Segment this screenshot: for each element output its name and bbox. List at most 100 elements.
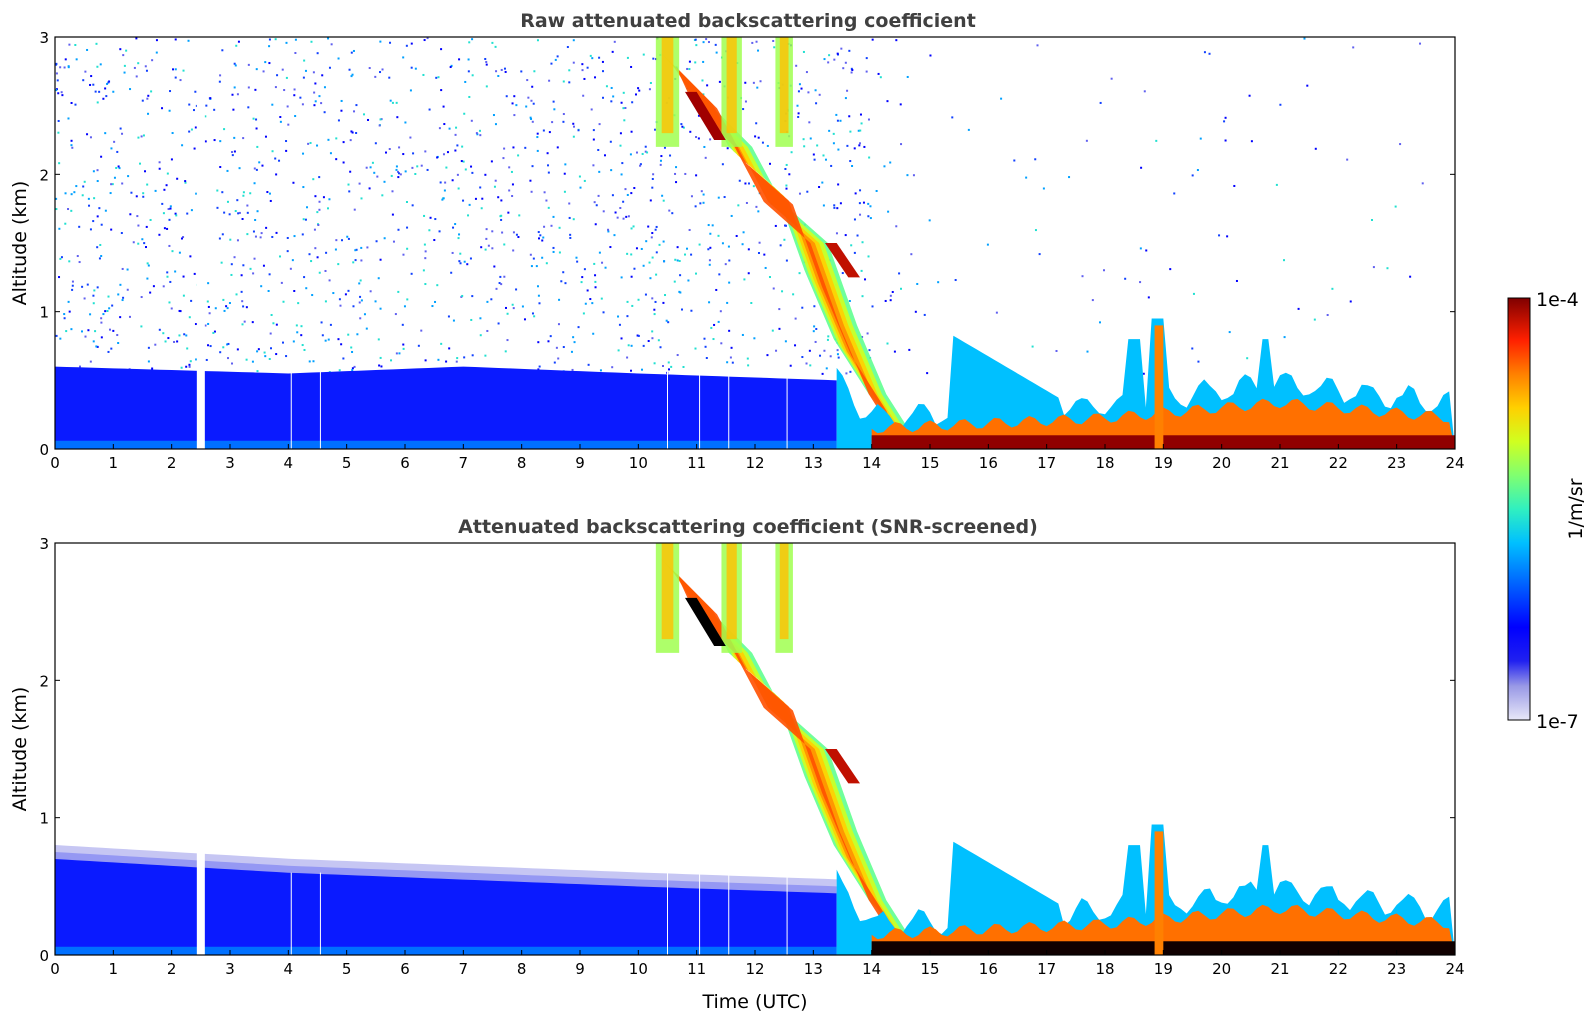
noise-speckle xyxy=(833,206,836,209)
noise-speckle xyxy=(168,109,171,112)
noise-speckle xyxy=(420,164,423,167)
noise-speckle xyxy=(702,193,705,196)
noise-speckle xyxy=(389,41,392,44)
noise-speckle xyxy=(391,213,394,216)
noise-speckle xyxy=(388,148,391,151)
noise-speckle xyxy=(112,329,115,332)
noise-speckle xyxy=(233,150,236,153)
noise-speckle xyxy=(226,200,229,203)
noise-speckle xyxy=(478,129,481,132)
noise-speckle xyxy=(626,252,629,255)
noise-speckle xyxy=(350,346,353,349)
noise-speckle xyxy=(675,166,678,169)
noise-speckle xyxy=(366,246,369,249)
noise-speckle xyxy=(64,222,67,225)
noise-speckle xyxy=(242,137,245,140)
noise-speckle xyxy=(850,67,853,70)
x-tick-label: 0 xyxy=(50,960,60,978)
noise-speckle xyxy=(254,235,257,238)
noise-speckle xyxy=(140,135,143,138)
noise-speckle xyxy=(1386,267,1389,270)
noise-speckle xyxy=(798,83,801,86)
noise-speckle xyxy=(456,144,459,147)
noise-speckle xyxy=(675,181,678,184)
noise-speckle xyxy=(424,150,427,153)
noise-speckle xyxy=(687,279,690,282)
noise-speckle xyxy=(149,218,152,221)
noise-speckle xyxy=(784,340,787,343)
noise-speckle xyxy=(694,61,697,64)
noise-speckle xyxy=(511,183,514,186)
noise-speckle xyxy=(1346,158,1349,161)
noise-speckle xyxy=(674,172,677,175)
noise-speckle xyxy=(663,146,666,149)
noise-speckle xyxy=(303,348,306,351)
noise-speckle xyxy=(700,190,703,193)
noise-speckle xyxy=(84,335,87,338)
noise-speckle xyxy=(280,281,283,284)
noise-speckle xyxy=(562,113,565,116)
noise-speckle xyxy=(711,224,714,227)
noise-speckle xyxy=(586,289,589,292)
noise-speckle xyxy=(158,167,161,170)
y-tick-label: 0 xyxy=(39,441,49,459)
noise-speckle xyxy=(649,199,652,202)
noise-speckle xyxy=(879,76,882,79)
noise-speckle xyxy=(576,260,579,263)
noise-speckle xyxy=(468,95,471,98)
colorbar: 1e-4 1e-7 1/m/sr xyxy=(1507,289,1587,733)
noise-speckle xyxy=(102,97,105,100)
noise-speckle xyxy=(860,122,863,125)
noise-speckle xyxy=(238,211,241,214)
heatmap-field xyxy=(55,543,1455,955)
noise-speckle xyxy=(219,351,222,354)
noise-speckle xyxy=(338,369,341,372)
noise-speckle xyxy=(702,60,705,63)
noise-speckle xyxy=(470,119,473,122)
noise-speckle xyxy=(604,266,607,269)
noise-speckle xyxy=(1197,360,1200,363)
x-tick-label: 12 xyxy=(745,454,764,472)
noise-speckle xyxy=(328,198,331,201)
noise-speckle xyxy=(242,191,245,194)
noise-speckle xyxy=(695,174,698,177)
noise-speckle xyxy=(255,127,258,130)
panel-raw: Raw attenuated backscattering coefficien… xyxy=(9,10,1465,472)
noise-speckle xyxy=(805,71,808,74)
noise-speckle xyxy=(844,97,847,100)
noise-speckle xyxy=(695,272,698,275)
boundary-layer-edge xyxy=(55,845,837,894)
noise-speckle xyxy=(1042,187,1045,190)
noise-speckle xyxy=(527,96,530,99)
noise-speckle xyxy=(845,372,848,375)
noise-speckle xyxy=(895,39,898,42)
noise-speckle xyxy=(327,338,330,341)
noise-speckle xyxy=(150,90,153,93)
noise-speckle xyxy=(532,102,535,105)
noise-speckle xyxy=(1419,42,1422,45)
noise-speckle xyxy=(397,228,400,231)
noise-speckle xyxy=(747,272,750,275)
noise-speckle xyxy=(837,183,840,186)
noise-speckle xyxy=(535,265,538,268)
noise-speckle xyxy=(853,147,856,150)
noise-speckle xyxy=(92,294,95,297)
noise-speckle xyxy=(146,183,149,186)
noise-speckle xyxy=(231,362,234,365)
noise-speckle xyxy=(513,114,516,117)
noise-speckle xyxy=(252,117,255,120)
noise-speckle xyxy=(219,140,222,143)
noise-speckle xyxy=(850,71,853,74)
noise-speckle xyxy=(406,298,409,301)
noise-speckle xyxy=(600,297,603,300)
noise-speckle xyxy=(1103,269,1106,272)
noise-speckle xyxy=(402,56,405,59)
noise-speckle xyxy=(668,209,671,212)
noise-speckle xyxy=(500,218,503,221)
noise-speckle xyxy=(151,367,154,370)
noise-speckle xyxy=(884,299,887,302)
noise-speckle xyxy=(748,182,751,185)
noise-speckle xyxy=(349,139,352,142)
noise-speckle xyxy=(300,334,303,337)
